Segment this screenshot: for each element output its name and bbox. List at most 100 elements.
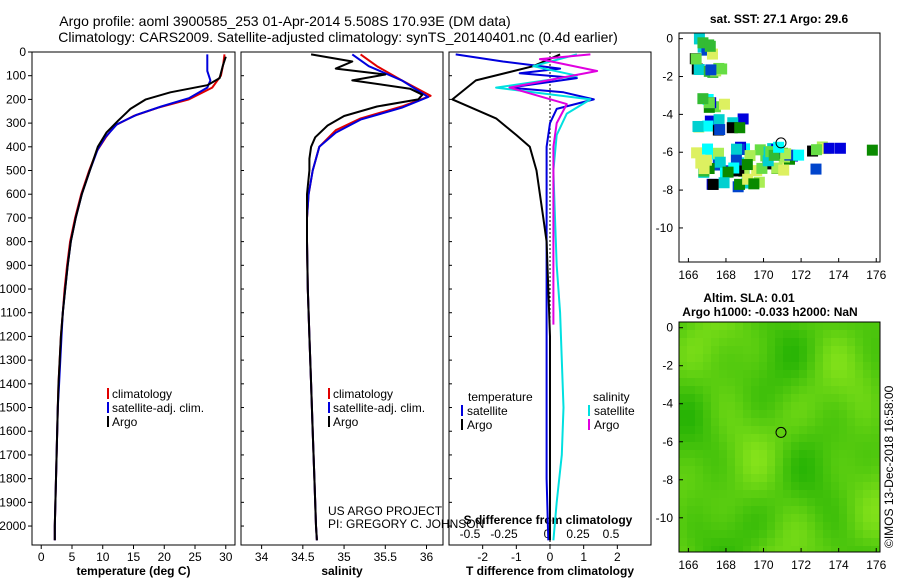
- sla-pixel: [767, 506, 775, 514]
- sla-pixel: [807, 450, 815, 458]
- sla-pixel: [799, 354, 807, 362]
- sla-pixel: [703, 346, 711, 354]
- sla-pixel: [695, 386, 703, 394]
- sla-pixel: [679, 474, 687, 482]
- sla-pixel: [743, 394, 751, 402]
- sla-pixel: [727, 490, 735, 498]
- sla-pixel: [711, 530, 719, 538]
- sla-pixel: [759, 458, 767, 466]
- sla-pixel: [815, 418, 823, 426]
- sst-pixel: [754, 144, 766, 156]
- sla-pixel: [687, 434, 695, 442]
- sla-pixel: [679, 330, 687, 338]
- sla-pixel: [855, 362, 863, 370]
- sla-pixel: [847, 362, 855, 370]
- sla-pixel: [839, 338, 847, 346]
- sla-pixel: [855, 474, 863, 482]
- sla-pixel: [687, 378, 695, 386]
- legend-swatch: [107, 402, 109, 413]
- sst-pixel: [734, 122, 746, 134]
- sla-pixel: [831, 434, 839, 442]
- sla-pixel: [863, 330, 871, 338]
- sla-pixel: [863, 522, 871, 530]
- sla-pixel: [807, 546, 815, 552]
- sla-pixel: [839, 426, 847, 434]
- sla-pixel: [759, 450, 767, 458]
- sla-pixel: [871, 490, 879, 498]
- sla-pixel: [703, 442, 711, 450]
- sla-pixel: [711, 426, 719, 434]
- sla-pixel: [847, 530, 855, 538]
- sla-pixel: [711, 386, 719, 394]
- depth-tick-label: 700: [6, 211, 26, 225]
- sla-pixel: [775, 498, 783, 506]
- depth-tick-label: 2000: [0, 519, 26, 533]
- sla-pixel: [831, 426, 839, 434]
- sla-pixel: [863, 338, 871, 346]
- sst-pixel: [756, 162, 768, 174]
- sla-pixel: [767, 450, 775, 458]
- sla-pixel: [751, 450, 759, 458]
- sla-pixel: [687, 506, 695, 514]
- x-tick-label: 34: [255, 550, 269, 564]
- top-x-tick-label: -0.25: [490, 527, 518, 541]
- sst-x-tick-label: 170: [754, 268, 774, 282]
- sla-pixel: [759, 386, 767, 394]
- sla-pixel: [695, 482, 703, 490]
- sst-pixel: [731, 143, 743, 155]
- x-tick-label: 1: [580, 550, 587, 564]
- sla-pixel: [743, 498, 751, 506]
- sla-pixel: [855, 338, 863, 346]
- sla-pixel: [735, 346, 743, 354]
- sla-pixel: [775, 402, 783, 410]
- legend-label: climatology: [333, 387, 393, 401]
- sla-pixel: [727, 458, 735, 466]
- sla-pixel: [711, 394, 719, 402]
- sla-pixel: [863, 538, 871, 546]
- sla-pixel: [831, 490, 839, 498]
- sla-pixel: [863, 466, 871, 474]
- sla-pixel: [759, 354, 767, 362]
- legend-label: Argo: [467, 418, 493, 432]
- sla-y-tick-label: -8: [662, 473, 673, 487]
- sla-pixel: [831, 546, 839, 552]
- sla-pixel: [839, 442, 847, 450]
- top-x-tick-label: 0.25: [566, 527, 590, 541]
- sla-pixel: [855, 514, 863, 522]
- difference-series-s-argo: [508, 53, 599, 325]
- sla-pixel: [711, 546, 719, 552]
- sla-pixel: [775, 514, 783, 522]
- sla-pixel: [807, 490, 815, 498]
- sla-pixel: [855, 370, 863, 378]
- sla-pixel: [871, 538, 879, 546]
- sla-pixel: [735, 338, 743, 346]
- sla-pixel: [799, 322, 807, 330]
- sla-pixel: [719, 450, 727, 458]
- sla-pixel: [823, 490, 831, 498]
- legend-label: Argo: [594, 418, 620, 432]
- legend-swatch: [107, 388, 109, 399]
- sla-pixel: [743, 354, 751, 362]
- sla-pixel: [863, 378, 871, 386]
- sla-pixel: [783, 466, 791, 474]
- sla-pixel: [775, 538, 783, 546]
- sla-pixel: [679, 498, 687, 506]
- sla-pixel: [815, 474, 823, 482]
- depth-tick-label: 1300: [0, 353, 26, 367]
- sla-pixel: [855, 354, 863, 362]
- sla-pixel: [679, 346, 687, 354]
- sla-pixel: [839, 522, 847, 530]
- sla-pixel: [759, 474, 767, 482]
- sla-pixel: [679, 506, 687, 514]
- sla-pixel: [799, 530, 807, 538]
- sla-pixel: [687, 490, 695, 498]
- sla-pixel: [751, 370, 759, 378]
- sla-pixel: [823, 466, 831, 474]
- sla-pixel: [815, 362, 823, 370]
- sla-pixel: [855, 538, 863, 546]
- sla-pixel: [751, 378, 759, 386]
- x-tick-label: 34.5: [291, 550, 315, 564]
- sla-pixel: [823, 538, 831, 546]
